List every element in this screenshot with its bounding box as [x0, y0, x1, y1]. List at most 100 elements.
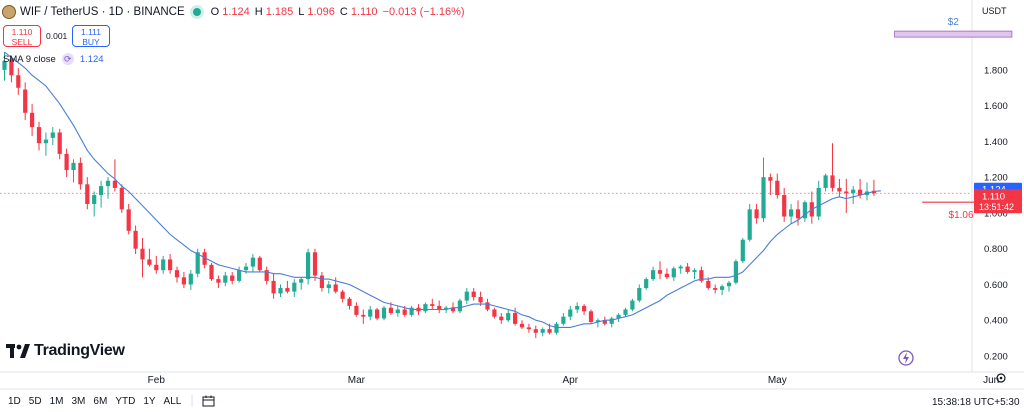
candle-body [23, 89, 28, 113]
candle-body [250, 257, 255, 267]
target-2-zone[interactable] [894, 30, 1013, 38]
date-range-icon[interactable] [202, 395, 215, 407]
symbol-header: WIF / TetherUS · 1D · BINANCE O 1.124 H 1.… [0, 0, 470, 24]
candle-body [161, 259, 166, 271]
candle-body [547, 329, 552, 333]
candle-body [230, 275, 235, 281]
candle-body [789, 209, 794, 217]
candle-body [223, 275, 228, 283]
candle-body [326, 284, 331, 289]
spread-value: 0.001 [46, 31, 68, 41]
candle-body [726, 282, 732, 287]
market-open-icon [192, 8, 201, 16]
candle-body [492, 309, 497, 317]
candle-body [644, 279, 649, 289]
candle-body [526, 327, 531, 330]
candle-body [347, 298, 352, 306]
candle-body [554, 323, 559, 333]
candle-body [188, 273, 193, 285]
high-value: 1.185 [265, 6, 294, 18]
candle-body [368, 309, 373, 317]
candle-body [112, 180, 117, 188]
candle-body [444, 307, 449, 310]
candle-body [782, 195, 787, 217]
support-label: $1.06 [949, 210, 974, 221]
candle-body [388, 307, 393, 314]
loading-icon: ⟳ [61, 53, 74, 65]
lightning-icon[interactable] [898, 350, 914, 366]
candle-body [43, 139, 48, 144]
change-value: −0.013 (−1.16%) [382, 6, 465, 18]
wif-coin-icon [2, 5, 16, 19]
candle-body [181, 277, 186, 285]
sma-value: 1.124 [79, 53, 104, 65]
sell-button[interactable]: 1.110 SELL [3, 25, 41, 47]
candle-body [195, 252, 200, 274]
settings-gear-icon[interactable] [996, 373, 1006, 383]
sma-label: SMA 9 close [3, 53, 56, 65]
candle-body [540, 329, 545, 333]
candle-body [685, 266, 690, 272]
candle-body [837, 187, 842, 192]
candle-body [430, 304, 435, 306]
candle-body [713, 288, 718, 290]
buy-button[interactable]: 1.111 BUY [72, 25, 110, 47]
candle-body [595, 320, 600, 323]
currency-label[interactable]: USDT [982, 6, 1007, 16]
candle-body [216, 279, 221, 283]
sell-label: SELL [11, 37, 33, 47]
candle-body [292, 282, 297, 292]
candle-body [105, 180, 111, 187]
candle-body [733, 261, 738, 283]
buy-label: BUY [82, 37, 100, 47]
timeframe-6m[interactable]: 6M [93, 395, 108, 407]
candle-body [706, 280, 711, 289]
open-value: 1.124 [222, 6, 250, 18]
clock[interactable]: 15:38:18 UTC+5:30 [932, 397, 1020, 408]
candle-body [513, 313, 518, 324]
candle-body [802, 202, 807, 219]
y-tick-label: 1.400 [984, 137, 1008, 148]
candle-body [202, 252, 207, 265]
timeframe-5d[interactable]: 5D [28, 395, 42, 407]
timeframe-all[interactable]: ALL [163, 395, 182, 407]
timeframe-1m[interactable]: 1M [49, 395, 64, 407]
candle-body [506, 313, 511, 321]
candle-body [278, 288, 283, 294]
open-label: O [210, 6, 220, 18]
candle-body [85, 184, 90, 204]
symbol-title[interactable]: WIF / TetherUS · 1D · BINANCE [20, 6, 185, 18]
settings-gear-center [999, 376, 1003, 380]
timeframe-1d[interactable]: 1D [8, 395, 21, 407]
sma-legend[interactable]: SMA 9 close ⟳ 1.124 [3, 53, 104, 65]
candle-body [340, 291, 345, 299]
candle-body [830, 175, 835, 188]
candle-body [519, 323, 525, 328]
candle-body [154, 264, 159, 271]
candle-body [306, 252, 311, 280]
timeframe-1y[interactable]: 1Y [143, 395, 156, 407]
candle-body [9, 59, 14, 76]
target-2-label: $2 [948, 17, 960, 28]
candle-body [437, 305, 442, 310]
y-tick-label: 1.600 [984, 101, 1008, 112]
candle-body [699, 270, 704, 281]
candle-body [57, 132, 62, 154]
candle-body [747, 209, 752, 240]
candle-body [354, 305, 359, 315]
timeframe-3m[interactable]: 3M [71, 395, 86, 407]
candle-body [499, 316, 504, 321]
candle-body [816, 187, 821, 217]
candle-body [795, 209, 801, 219]
candle-body [457, 300, 462, 312]
low-value: 1.096 [307, 6, 335, 18]
candle-body [671, 268, 676, 278]
candle-body [485, 302, 490, 310]
candle-body [99, 186, 104, 196]
candle-body [119, 187, 124, 210]
candle-body [678, 266, 683, 269]
timeframe-ytd[interactable]: YTD [115, 395, 136, 407]
candle-body [409, 307, 414, 315]
candle-body [2, 60, 7, 70]
